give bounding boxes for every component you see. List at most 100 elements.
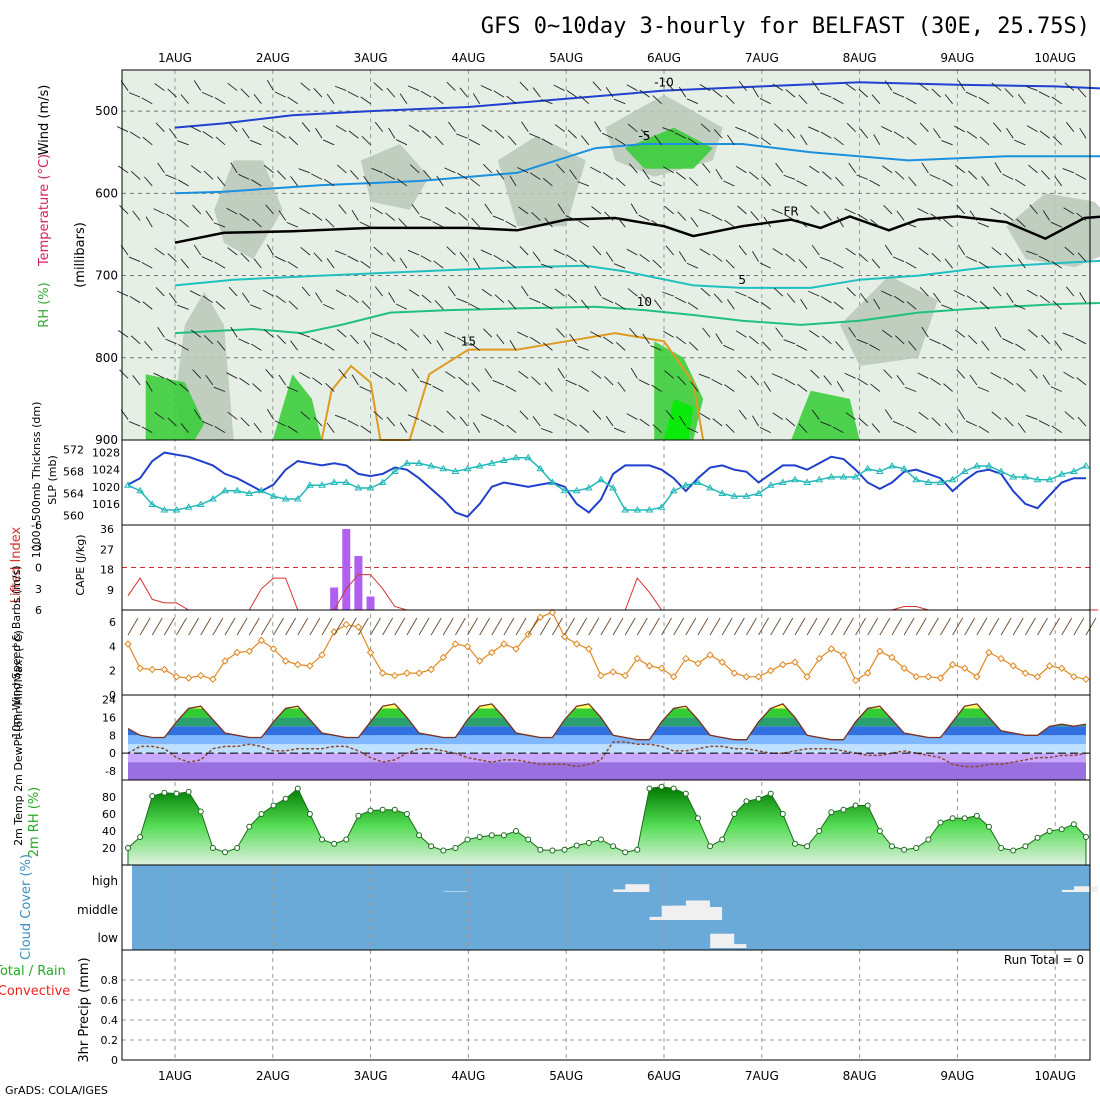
rh-point: [452, 845, 459, 851]
wind-barb: [420, 419, 432, 427]
wind-point: [936, 674, 945, 682]
wind-barb: [798, 94, 808, 105]
wind-barb: [262, 289, 274, 297]
wind-barb: [665, 409, 675, 420]
wind-barb: [167, 88, 177, 98]
wind-barb: [456, 297, 468, 304]
thickness-point: [536, 464, 545, 472]
wind-barb: [836, 216, 844, 228]
wind-barb: [370, 617, 381, 636]
wind-point: [512, 645, 520, 653]
wind-barb: [685, 617, 697, 636]
wind-barb: [484, 368, 493, 379]
date-label-bottom: 10AUG: [1034, 1069, 1076, 1083]
wind-point: [560, 633, 569, 641]
date-label-top: 10AUG: [1034, 51, 1076, 65]
wind-barb: [433, 425, 444, 433]
wind-barb: [382, 617, 394, 636]
wind-barb: [157, 327, 165, 338]
cloud-bar: [625, 884, 650, 892]
precip-tick: 0.6: [101, 994, 119, 1007]
wind-barb: [215, 136, 226, 146]
wind-barb: [142, 136, 153, 146]
wind-barb: [723, 344, 735, 351]
thickness-point: [584, 484, 593, 491]
wind-barb: [1014, 139, 1026, 146]
wind-barb: [1029, 204, 1038, 215]
wind-barb: [763, 381, 772, 392]
wind-barb: [188, 617, 200, 636]
wind-point: [839, 651, 848, 659]
wind-barb: [895, 335, 905, 345]
wind-barb: [1028, 329, 1038, 338]
wind-barb: [313, 88, 323, 98]
wind-barb: [469, 342, 480, 351]
wind-barb: [544, 382, 553, 392]
wind-barb: [1002, 338, 1014, 345]
thickness-point: [1009, 473, 1018, 480]
wind-barb: [1029, 368, 1038, 379]
wind-barb: [144, 176, 153, 187]
wind-barb: [358, 617, 369, 636]
wind-barb: [978, 261, 990, 269]
wind-barb: [496, 334, 505, 345]
rh-point: [961, 815, 968, 822]
wind-barb: [553, 84, 565, 91]
wind-barb: [532, 416, 541, 427]
wind-barb: [480, 249, 492, 256]
thickness-tick: 572: [63, 444, 84, 457]
wind-barb: [771, 208, 784, 215]
wind-barb: [1063, 207, 1075, 215]
thickness-tick: 568: [63, 466, 84, 479]
wind-barb: [941, 140, 953, 146]
wind-barb: [141, 97, 153, 105]
thickness-point: [694, 478, 702, 485]
rh-point: [549, 847, 556, 854]
rh-point: [719, 836, 726, 843]
wind-barb: [129, 131, 141, 139]
temperature-contour: [174, 259, 1100, 289]
wind-barb: [758, 617, 769, 636]
wind-barb: [153, 372, 165, 379]
wind-barb: [663, 330, 674, 338]
wind-barb: [154, 247, 165, 256]
wind-barb: [128, 421, 141, 427]
thickness-point: [330, 478, 339, 485]
cape-axis-label: CAPE (J/kg): [74, 534, 87, 595]
wind-barb: [942, 179, 953, 187]
wind-point: [912, 673, 920, 681]
thickness-point: [706, 484, 714, 491]
wind-point: [827, 645, 836, 653]
wind-barb: [300, 411, 311, 420]
wind-barb: [360, 425, 371, 433]
wind-barb: [117, 165, 129, 174]
thickness-point: [948, 475, 957, 483]
wind-barb: [127, 617, 139, 636]
wind-barb: [896, 210, 905, 221]
wind-barb: [141, 261, 153, 269]
wind-barb: [797, 383, 808, 392]
wind-barb: [915, 617, 927, 636]
wind-point: [269, 645, 278, 653]
thickness-point: [875, 467, 884, 474]
thickness-point: [403, 459, 411, 466]
wind-barb: [956, 369, 966, 379]
wind-barb: [943, 383, 953, 392]
thickness-point: [960, 467, 969, 474]
wind-barb: [556, 328, 565, 338]
wind-barb: [371, 332, 383, 338]
wind-barb: [892, 256, 905, 262]
wind-barb: [649, 617, 660, 636]
wind-barb: [434, 300, 444, 310]
wind-barb: [759, 262, 771, 269]
wind-barb: [359, 221, 371, 228]
wind-barb: [785, 89, 796, 98]
wind-barb: [1037, 617, 1048, 636]
wind-barb: [994, 326, 1002, 338]
cape-bar: [366, 596, 375, 610]
wind-barb: [590, 331, 602, 338]
wind-barb: [1006, 128, 1014, 139]
wind-barb: [253, 93, 262, 104]
wind-barb: [844, 208, 856, 215]
wind-barb: [361, 136, 371, 146]
